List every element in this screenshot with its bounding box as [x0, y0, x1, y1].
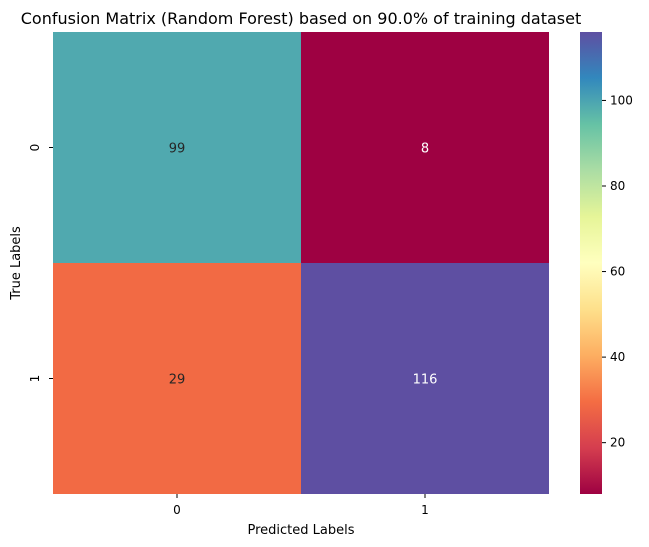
colorbar-tick-label: 60 [610, 265, 625, 279]
cell-value-label: 116 [413, 373, 438, 388]
colorbar-tick-label: 80 [610, 179, 625, 193]
heatmap-cell [53, 32, 301, 263]
colorbar-tick-label: 40 [610, 350, 625, 364]
colorbar [580, 32, 602, 494]
colorbar-tick-label: 20 [610, 436, 625, 450]
y-axis-label: True Labels [9, 226, 24, 301]
cell-value-label: 99 [169, 142, 186, 157]
heatmap-cell [301, 32, 549, 263]
x-tick-label: 1 [421, 503, 429, 517]
cell-value-label: 29 [169, 373, 186, 388]
cell-value-label: 8 [421, 142, 429, 157]
y-tick-label: 1 [28, 375, 42, 383]
chart-title: Confusion Matrix (Random Forest) based o… [21, 9, 582, 28]
heatmap-cells: 99 8 29 116 [53, 32, 549, 494]
colorbar-ticks: 20 40 60 80 100 [602, 93, 633, 450]
x-axis-label: Predicted Labels [247, 523, 354, 538]
heatmap-cell [301, 263, 549, 494]
heatmap-cell [53, 263, 301, 494]
colorbar-tick-label: 100 [610, 93, 633, 107]
x-tick-label: 0 [173, 503, 181, 517]
y-tick-label: 0 [28, 144, 42, 152]
y-axis-ticks: 01 [28, 144, 53, 383]
